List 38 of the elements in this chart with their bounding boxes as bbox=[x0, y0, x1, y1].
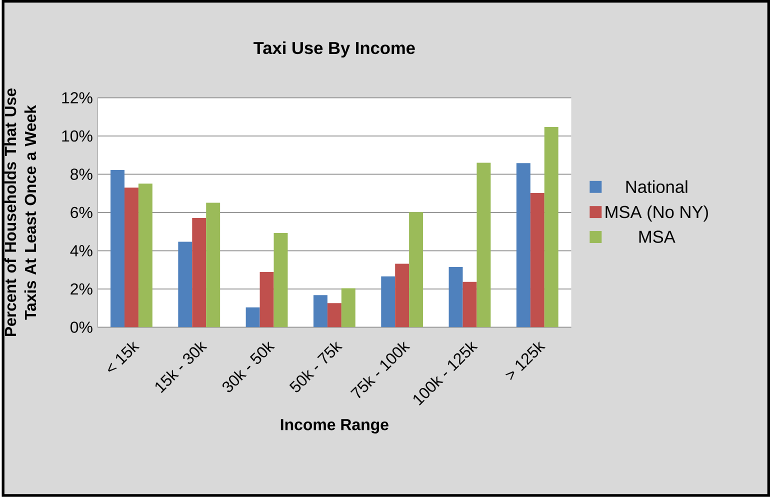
bar bbox=[448, 267, 463, 328]
y-axis-title: Percent of Households That Use Taxis At Least Once a Week bbox=[4, 88, 36, 336]
x-tick-label: 50k - 75k bbox=[289, 342, 343, 392]
y-tick-label: 4% bbox=[70, 245, 92, 256]
bar bbox=[516, 163, 530, 328]
legend-label: MSA bbox=[639, 230, 676, 243]
bar bbox=[206, 202, 220, 328]
bar bbox=[124, 188, 138, 328]
y-tick-label: 6% bbox=[70, 206, 92, 218]
x-tick-label: 30k - 50k bbox=[222, 342, 275, 392]
y-tick-label: 10% bbox=[62, 130, 92, 142]
bar bbox=[327, 303, 342, 328]
bar bbox=[274, 233, 288, 328]
x-tick-label: 15k - 30k bbox=[155, 342, 208, 394]
y-tick-label: 8% bbox=[70, 168, 92, 180]
bar bbox=[409, 212, 424, 328]
chart-title: Taxi Use By Income bbox=[254, 41, 415, 58]
bar bbox=[110, 170, 124, 328]
bar bbox=[178, 242, 192, 328]
bar bbox=[138, 184, 152, 328]
x-tick-label: < 15k bbox=[108, 342, 140, 372]
y-tick-label: 0% bbox=[70, 322, 92, 333]
bar bbox=[395, 264, 410, 328]
bar bbox=[246, 307, 260, 328]
bar bbox=[260, 272, 274, 328]
bar bbox=[544, 127, 558, 328]
bar bbox=[462, 282, 477, 328]
bar bbox=[341, 288, 356, 328]
bar bbox=[313, 295, 328, 328]
y-tick-label: 2% bbox=[70, 283, 92, 295]
bar bbox=[530, 193, 544, 328]
legend-label: MSA (No NY) bbox=[606, 206, 708, 222]
bar bbox=[381, 276, 396, 328]
bar bbox=[192, 218, 206, 328]
legend-label: National bbox=[626, 180, 688, 194]
bar bbox=[476, 162, 491, 328]
y-tick-label: 12% bbox=[62, 92, 92, 104]
x-axis-title: Income Range bbox=[280, 419, 388, 434]
